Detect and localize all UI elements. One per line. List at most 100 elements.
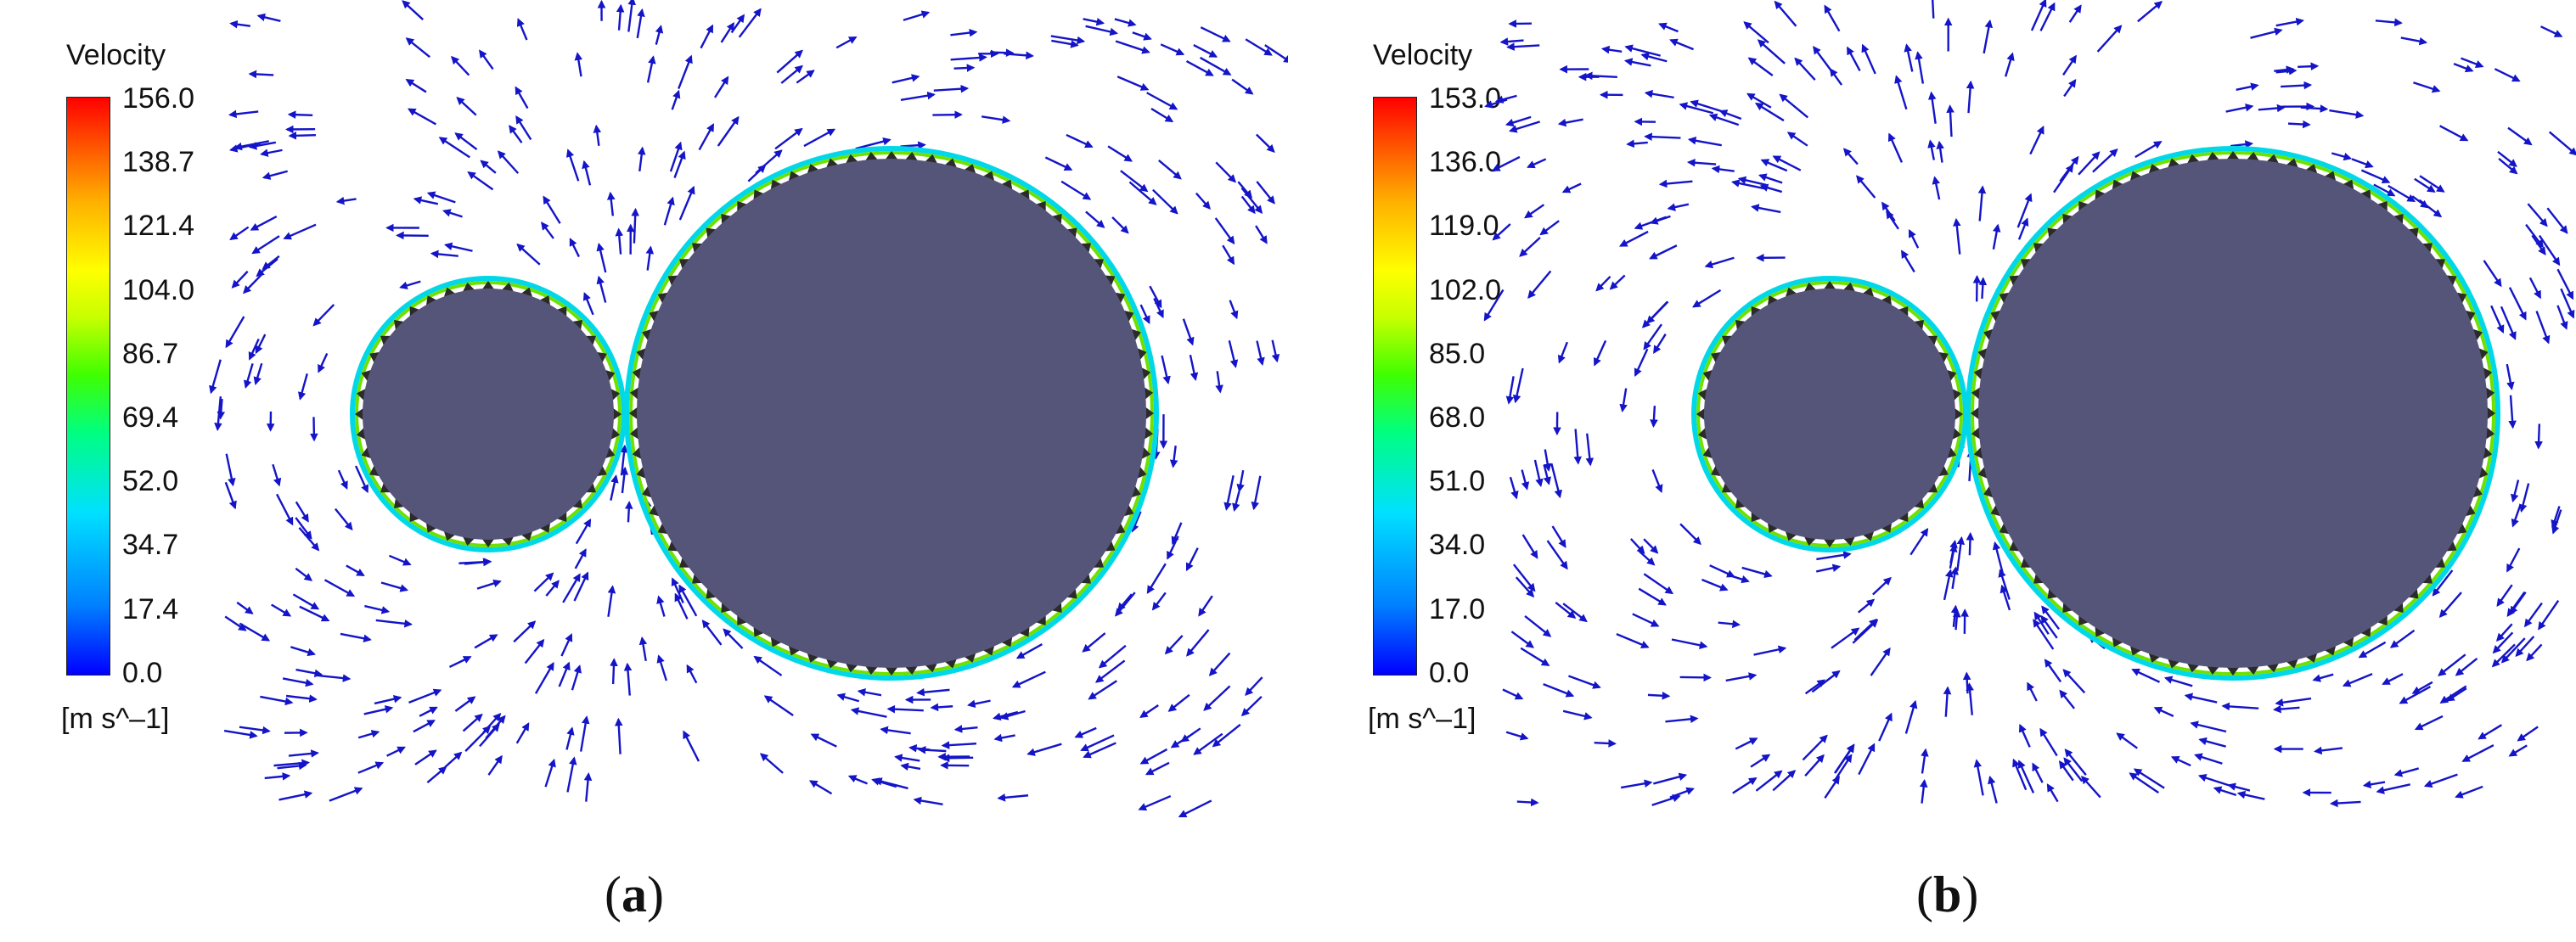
boundary-layer-ring: [1691, 276, 1968, 552]
velocity-arrow: [2362, 780, 2386, 789]
velocity-arrow: [2497, 150, 2517, 167]
velocity-arrow: [1831, 627, 1860, 649]
velocity-arrow: [1499, 37, 1524, 46]
velocity-arrow: [1115, 592, 1136, 617]
velocity-arrow: [1178, 799, 1212, 818]
velocity-arrow: [720, 21, 734, 43]
velocity-arrow: [1215, 161, 1237, 183]
velocity-arrow: [2556, 268, 2574, 300]
velocity-arrow: [678, 185, 695, 221]
velocity-arrow: [229, 226, 250, 241]
velocity-arrow: [565, 149, 580, 182]
velocity-arrow: [1732, 777, 1758, 794]
velocity-arrow: [663, 196, 675, 226]
velocity-arrow: [1167, 535, 1179, 560]
velocity-arrow: [1494, 94, 1517, 104]
velocity-arrow: [2016, 193, 2033, 228]
velocity-arrow: [2525, 223, 2544, 249]
velocity-arrow: [2063, 757, 2084, 782]
velocity-arrow: [2414, 715, 2444, 731]
velocity-arrow: [803, 128, 836, 148]
velocity-arrow: [1858, 743, 1876, 776]
caption-letter: b: [1932, 866, 1962, 922]
velocity-arrow: [2540, 25, 2563, 37]
velocity-arrow: [1743, 21, 1769, 44]
tick-label: 0.0: [1429, 657, 1470, 689]
velocity-arrow: [1237, 181, 1253, 199]
velocity-arrow: [900, 141, 926, 149]
velocity-arrow: [1186, 629, 1210, 657]
velocity-arrow: [310, 417, 318, 442]
velocity-arrow: [1193, 732, 1223, 755]
velocity-arrow: [1629, 538, 1645, 554]
velocity-arrow: [1212, 723, 1241, 748]
gear-tooth: [1696, 407, 1707, 422]
velocity-arrow: [1852, 619, 1879, 644]
tick-label: 34.7: [122, 529, 179, 561]
velocity-arrow: [2382, 673, 2404, 686]
velocity-arrow: [1510, 631, 1534, 648]
velocity-arrow: [1568, 675, 1601, 689]
velocity-arrow: [574, 548, 587, 569]
velocity-arrow: [808, 780, 833, 795]
velocity-arrow: [1521, 469, 1530, 491]
velocity-arrow: [627, 0, 637, 32]
velocity-arrow: [636, 8, 645, 39]
velocity-arrow: [1943, 686, 1952, 717]
velocity-arrow: [298, 527, 320, 552]
velocity-arrow: [1632, 613, 1660, 627]
velocity-arrow: [1759, 183, 1783, 193]
velocity-arrow: [1649, 215, 1671, 225]
velocity-arrow: [2053, 164, 2074, 193]
velocity-arrow: [2496, 584, 2513, 607]
velocity-arrow: [2494, 68, 2521, 82]
velocity-arrow: [1861, 43, 1876, 75]
velocity-arrow: [1228, 339, 1239, 368]
velocity-arrow: [1160, 43, 1185, 56]
velocity-arrow: [1932, 176, 1941, 200]
velocity-arrow: [1894, 75, 1908, 110]
velocity-arrow: [1193, 43, 1218, 58]
velocity-arrow: [2281, 81, 2313, 90]
large-gear: [624, 146, 1159, 681]
tick-label: 86.7: [122, 338, 179, 370]
velocity-arrow: [335, 196, 357, 205]
velocity-arrow: [467, 171, 494, 191]
velocity-arrow: [229, 20, 251, 29]
velocity-arrow: [1229, 300, 1239, 320]
gear-tooth: [481, 537, 496, 547]
velocity-arrow: [462, 713, 483, 732]
velocity-arrow: [1082, 632, 1106, 653]
velocity-arrow: [698, 123, 715, 151]
tick-label: 136.0: [1429, 146, 1502, 178]
gear-tooth: [2485, 406, 2495, 421]
velocity-arrow: [1231, 78, 1254, 95]
velocity-arrow: [2027, 681, 2038, 702]
velocity-arrow: [1878, 712, 1893, 742]
velocity-arrow: [1151, 592, 1167, 611]
velocity-arrow: [534, 662, 554, 694]
velocity-arrow: [1051, 39, 1079, 48]
velocity-arrow: [375, 619, 413, 628]
velocity-arrow: [2312, 673, 2334, 682]
velocity-arrow: [671, 89, 681, 110]
velocity-arrow: [2461, 743, 2494, 762]
velocity-arrow: [1170, 735, 1190, 749]
velocity-arrow: [380, 581, 409, 592]
velocity-arrow: [1962, 671, 1971, 694]
velocity-arrow: [2287, 120, 2311, 129]
velocity-arrow: [544, 758, 556, 788]
velocity-arrow: [2275, 67, 2298, 76]
velocity-arrow: [953, 725, 978, 733]
velocity-arrow: [575, 519, 592, 545]
velocity-arrow: [1236, 469, 1245, 493]
velocity-arrow: [1992, 223, 2001, 250]
velocity-arrow: [2358, 641, 2387, 659]
tick-label: 138.7: [122, 146, 195, 178]
velocity-arrow: [444, 751, 463, 768]
velocity-arrow: [509, 125, 523, 143]
velocity-arrow: [2507, 126, 2533, 146]
unit-label: [m s^–1]: [1368, 703, 1476, 735]
tick-label: 121.4: [122, 210, 195, 242]
velocity-arrow: [2040, 614, 2058, 639]
